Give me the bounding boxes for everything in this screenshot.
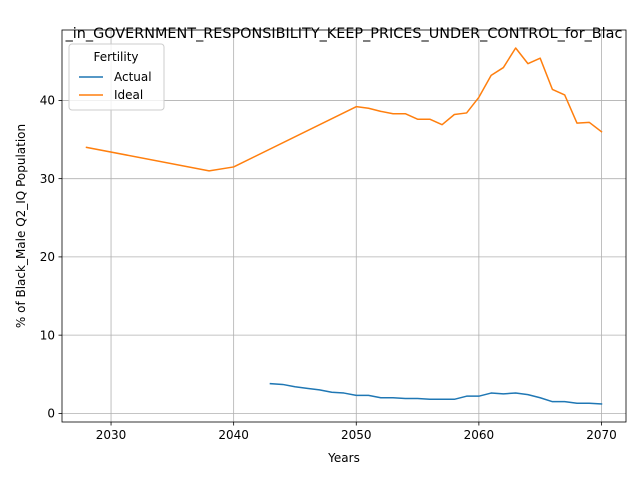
- y-tick-label: 10: [40, 328, 55, 342]
- y-tick-label: 30: [40, 172, 55, 186]
- x-tick-label: 2030: [96, 428, 127, 442]
- legend-title: Fertility: [93, 50, 138, 64]
- series-layer: [85, 47, 603, 405]
- y-axis-label: % of Black_Male Q2_IQ Population: [14, 124, 28, 328]
- legend: Fertility Actual Ideal: [68, 43, 165, 111]
- x-tick-label: 2060: [464, 428, 495, 442]
- plot-frame: [61, 29, 627, 423]
- grid-layer: [62, 30, 626, 422]
- chart-title: _in_GOVERNMENT_RESPONSIBILITY_KEEP_PRICE…: [65, 26, 623, 42]
- series-line-actual: [269, 382, 603, 405]
- legend-label-ideal: Ideal: [114, 88, 143, 102]
- x-tick-label: 2050: [341, 428, 372, 442]
- x-axis-label: Years: [327, 451, 360, 465]
- x-tick-label: 2040: [218, 428, 249, 442]
- y-tick-label: 0: [47, 407, 55, 421]
- y-tick-label: 40: [40, 94, 55, 108]
- legend-box: [68, 43, 165, 111]
- y-tick-label: 20: [40, 250, 55, 264]
- x-tick-label: 2070: [586, 428, 617, 442]
- series-line-ideal: [85, 47, 603, 172]
- legend-label-actual: Actual: [114, 70, 152, 84]
